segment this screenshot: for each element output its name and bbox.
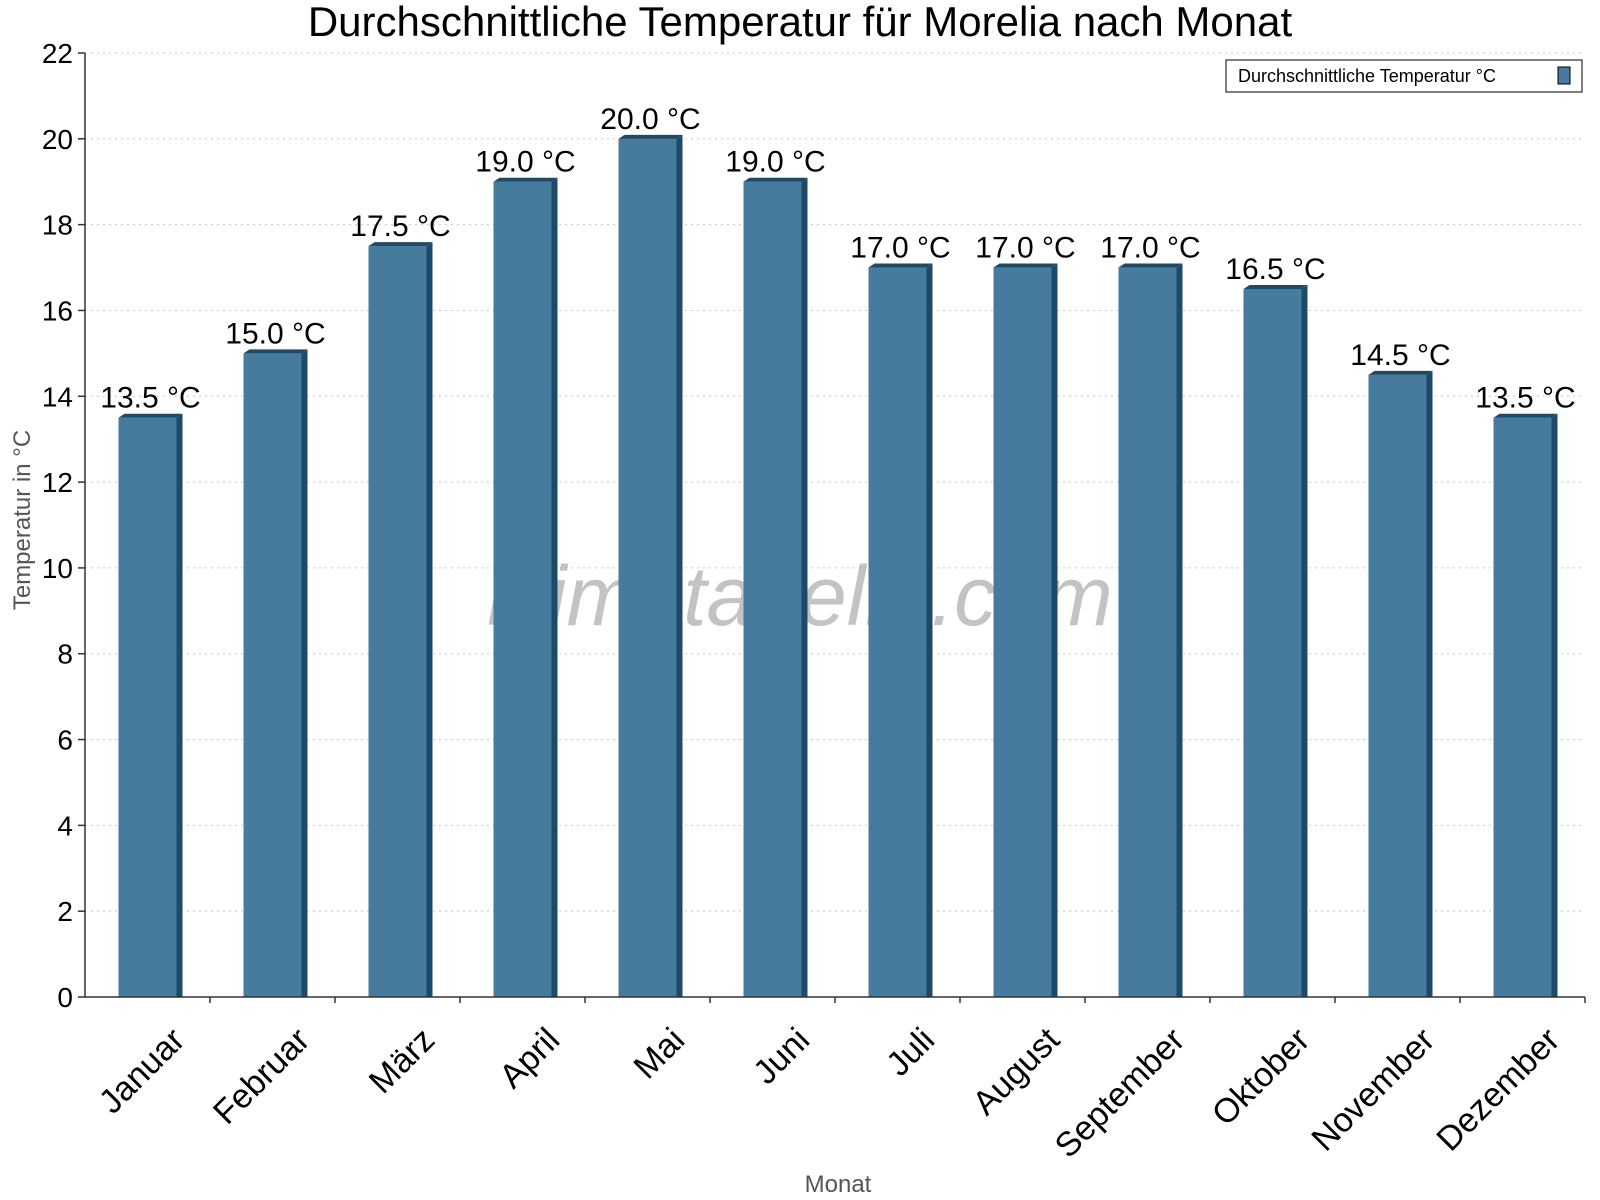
bar-value-label: 17.0 °C <box>1100 232 1200 265</box>
y-tick-label: 6 <box>57 725 73 756</box>
bar-9 <box>1118 263 1183 998</box>
x-axis-ticks: Januar Februar März April Mai Juni Juli AugustS… <box>92 997 1586 1165</box>
x-tick-label: Mai <box>627 1021 693 1087</box>
bar-front <box>118 417 177 997</box>
bar-side <box>1176 263 1183 998</box>
bar-12 <box>1493 413 1558 997</box>
bar-front <box>243 353 302 997</box>
bar-side <box>426 242 433 997</box>
legend: Durchschnittliche Temperatur °C <box>1225 59 1583 93</box>
bar-8 <box>993 263 1058 998</box>
legend-box <box>1225 59 1583 93</box>
bar-top <box>1243 285 1308 289</box>
bar-side <box>926 263 933 998</box>
bar-front <box>1368 374 1427 997</box>
x-tick-label: April <box>492 1021 567 1096</box>
y-tick-label: 0 <box>57 982 73 1013</box>
x-tick-label: September <box>1048 1021 1192 1165</box>
y-tick-label: 14 <box>42 381 73 412</box>
legend-swatch <box>1557 66 1571 85</box>
chart-title: Durchschnittliche Temperatur für Morelia… <box>308 0 1293 45</box>
bar-value-label: 19.0 °C <box>475 146 575 179</box>
bar-5 <box>618 134 683 997</box>
y-tick-label: 8 <box>57 639 73 670</box>
bar-10 <box>1243 285 1308 997</box>
bar-side <box>301 349 308 997</box>
bar-front <box>868 267 927 998</box>
x-tick-label: Oktober <box>1205 1021 1317 1133</box>
x-axis-title: Monat <box>805 1171 872 1198</box>
bar-value-label: 20.0 °C <box>600 103 700 136</box>
bar-side <box>676 134 683 997</box>
bar-side <box>1051 263 1058 998</box>
bar-front <box>993 267 1052 998</box>
bar-3 <box>368 242 433 997</box>
bar-side <box>1551 413 1558 997</box>
bar-2 <box>243 349 308 997</box>
bar-7 <box>868 263 933 998</box>
y-tick-label: 20 <box>42 124 73 155</box>
bar-top <box>1368 370 1433 375</box>
bar-value-label: 13.5 °C <box>1475 382 1575 415</box>
bar-top <box>118 413 183 418</box>
legend-label: Durchschnittliche Temperatur °C <box>1238 66 1496 86</box>
y-axis-title: Temperatur in °C <box>9 430 36 610</box>
bar-group <box>118 134 1558 998</box>
bar-4 <box>493 177 558 997</box>
bar-top <box>618 134 683 139</box>
x-tick-label: Januar <box>92 1021 192 1121</box>
x-tick-label: Dezember <box>1429 1021 1567 1159</box>
bar-side <box>551 177 558 997</box>
bar-value-label: 14.5 °C <box>1350 339 1450 372</box>
bar-1 <box>118 413 183 997</box>
bar-top <box>743 177 808 182</box>
y-axis-ticks: 0 2 4 6 8 10 12 14 16 18 20 22 <box>42 38 85 1013</box>
bar-value-label: 15.0 °C <box>225 317 325 350</box>
bar-front <box>743 181 802 997</box>
bar-top <box>493 177 558 182</box>
bar-top <box>993 263 1058 268</box>
bar-side <box>1301 285 1308 997</box>
bar-front <box>1243 289 1302 997</box>
y-tick-label: 10 <box>42 553 73 584</box>
y-tick-label: 4 <box>57 810 73 841</box>
x-tick-label: November <box>1304 1021 1442 1159</box>
bar-6 <box>743 177 808 997</box>
x-tick-label: August <box>965 1020 1067 1122</box>
grid-lines <box>85 52 1585 998</box>
bar-value-label: 17.5 °C <box>350 210 450 243</box>
y-tick-label: 16 <box>42 295 73 326</box>
bar-front <box>1493 417 1552 997</box>
bar-top <box>1493 413 1558 418</box>
axes <box>84 53 1585 998</box>
x-tick-label: Februar <box>206 1021 317 1132</box>
bar-value-label: 13.5 °C <box>100 382 200 415</box>
bar-side <box>1426 370 1433 997</box>
bar-top <box>1118 263 1183 268</box>
bar-front <box>368 246 427 997</box>
y-tick-label: 22 <box>42 38 73 69</box>
bar-front <box>618 138 677 997</box>
bar-value-label: 16.5 °C <box>1225 253 1325 286</box>
data-labels: 13.5 °C 15.0 °C 17.5 °C 19.0 °C 20.0 °C 19.0 … <box>100 103 1575 415</box>
x-tick-label: Juni <box>746 1021 817 1092</box>
x-tick-label: März <box>362 1021 442 1101</box>
bar-top <box>868 263 933 268</box>
bar-value-label: 17.0 °C <box>975 232 1075 265</box>
bar-front <box>493 181 552 997</box>
bar-top <box>368 242 433 247</box>
bar-side <box>801 177 808 997</box>
bar-11 <box>1368 370 1433 997</box>
bar-value-label: 17.0 °C <box>850 232 950 265</box>
bar-front <box>1118 267 1177 998</box>
bar-top <box>243 349 308 354</box>
y-tick-label: 2 <box>57 896 73 927</box>
bar-side <box>176 413 183 997</box>
y-tick-label: 18 <box>42 210 73 241</box>
bar-value-label: 19.0 °C <box>725 146 825 179</box>
y-tick-label: 12 <box>42 467 73 498</box>
x-tick-label: Juli <box>879 1021 942 1084</box>
